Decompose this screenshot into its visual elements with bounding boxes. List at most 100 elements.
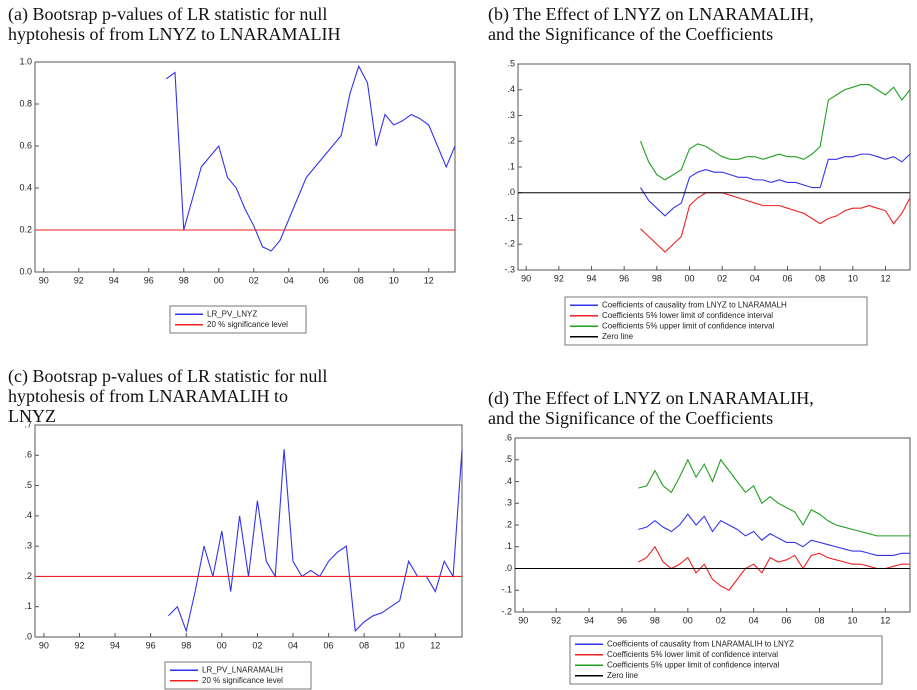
series-line	[165, 64, 456, 252]
legend-label: Zero line	[607, 671, 639, 680]
y-tick-label: 0.4	[19, 182, 32, 192]
legend-label: LR_PV_LNYZ	[207, 309, 257, 318]
title-line: LNYZ	[8, 406, 56, 426]
x-tick-label: 98	[650, 615, 660, 625]
y-tick-label: .3	[504, 498, 512, 508]
x-tick-label: 98	[179, 275, 189, 285]
x-tick-label: 08	[354, 275, 364, 285]
legend-box	[569, 635, 883, 685]
x-tick-label: 96	[146, 640, 156, 650]
x-tick-label: 92	[551, 615, 561, 625]
legend: LR_PV_LNARAMALIH 20 % significance level	[164, 661, 312, 690]
title-line: hyptohesis of from LNYZ to LNARAMALIH	[8, 24, 341, 44]
legend-label: 20 % significance level	[202, 676, 283, 685]
chart-title: (c) Bootsrap p-values of LR statistic fo…	[8, 366, 327, 426]
x-tick-label: 96	[617, 615, 627, 625]
legend-box	[564, 296, 868, 346]
x-tick-label: 92	[554, 273, 564, 283]
x-tick-label: 90	[518, 615, 528, 625]
legend: Coefficients of causality from LNYZ to L…	[564, 296, 868, 346]
x-tick-label: 98	[181, 640, 191, 650]
x-tick-label: 92	[74, 275, 84, 285]
x-tick-label: 04	[749, 615, 759, 625]
plot-frame	[517, 63, 911, 271]
x-tick-label: 94	[109, 275, 119, 285]
x-tick-label: 10	[395, 640, 405, 650]
x-tick-label: 02	[252, 640, 262, 650]
x-tick-label: 90	[39, 640, 49, 650]
x-tick-label: 04	[284, 275, 294, 285]
y-tick-label: .1	[504, 541, 512, 551]
y-tick-label: .3	[24, 541, 32, 551]
legend-label: Coefficients of causality from LNARAMALI…	[607, 639, 794, 648]
x-tick-label: 12	[880, 615, 890, 625]
y-tick-label: .1	[24, 601, 32, 611]
title-line: (c) Bootsrap p-values of LR statistic fo…	[8, 366, 328, 386]
legend-label: Coefficients 5% lower limit of confidenc…	[607, 650, 778, 659]
y-tick-label: 0.6	[19, 140, 32, 150]
y-tick-label: .6	[504, 432, 512, 442]
chart-title: (a) Bootsrap p-values of LR statistic fo…	[8, 4, 340, 44]
x-tick-label: 10	[848, 273, 858, 283]
x-tick-label: 90	[39, 275, 49, 285]
legend-label: Zero line	[602, 332, 634, 341]
x-tick-label: 12	[424, 275, 434, 285]
x-tick-label: 08	[814, 615, 824, 625]
y-tick-label: .1	[507, 161, 515, 171]
y-tick-label: .2	[24, 571, 32, 581]
y-tick-label: -.2	[501, 606, 512, 616]
y-tick-label: .2	[507, 136, 515, 146]
plot-frame	[34, 424, 463, 638]
legend-label: Coefficients 5% lower limit of confidenc…	[602, 311, 773, 320]
x-tick-label: 12	[430, 640, 440, 650]
series-line	[640, 192, 911, 253]
y-tick-label: .0	[504, 563, 512, 573]
y-tick-label: .3	[507, 110, 515, 120]
y-tick-label: .2	[504, 519, 512, 529]
y-tick-label: .4	[507, 84, 515, 94]
y-tick-label: .4	[24, 510, 32, 520]
x-tick-label: 94	[110, 640, 120, 650]
legend: LR_PV_LNYZ 20 % significance level	[169, 305, 307, 334]
legend-label: Coefficients of causality from LNYZ to L…	[602, 300, 787, 309]
title-line: and the Significance of the Coefficients	[488, 408, 774, 428]
title-line: (a) Bootsrap p-values of LR statistic fo…	[8, 4, 328, 24]
x-tick-label: 06	[782, 615, 792, 625]
y-tick-label: -.2	[504, 239, 515, 249]
x-tick-label: 00	[684, 273, 694, 283]
y-tick-label: 1.0	[19, 56, 32, 66]
x-tick-label: 90	[521, 273, 531, 283]
x-tick-label: 04	[288, 640, 298, 650]
y-tick-label: .5	[504, 454, 512, 464]
x-tick-label: 96	[144, 275, 154, 285]
title-line: (d) The Effect of LNYZ on LNARAMALIH,	[488, 388, 814, 408]
series-line	[638, 545, 910, 591]
title-line: hyptohesis of from LNARAMALIH to	[8, 386, 288, 406]
y-tick-label: 0.2	[19, 224, 32, 234]
series-line	[168, 449, 463, 633]
x-tick-label: 12	[880, 273, 890, 283]
y-tick-label: 0.8	[19, 98, 32, 108]
y-tick-label: .6	[24, 450, 32, 460]
x-tick-label: 98	[652, 273, 662, 283]
x-tick-label: 08	[359, 640, 369, 650]
y-tick-label: -.1	[501, 585, 512, 595]
x-tick-label: 96	[619, 273, 629, 283]
series-line	[638, 513, 910, 556]
x-tick-label: 10	[389, 275, 399, 285]
legend-box	[169, 305, 307, 334]
x-tick-label: 06	[782, 273, 792, 283]
x-tick-label: 00	[217, 640, 227, 650]
y-tick-label: .0	[24, 631, 32, 641]
legend-label: LR_PV_LNARAMALIH	[202, 665, 283, 674]
series-line	[640, 153, 911, 217]
y-tick-label: -.1	[504, 213, 515, 223]
x-tick-label: 02	[249, 275, 259, 285]
x-tick-label: 04	[750, 273, 760, 283]
title-line: (b) The Effect of LNYZ on LNARAMALIH,	[488, 4, 814, 24]
x-tick-label: 06	[324, 640, 334, 650]
chart-title: (b) The Effect of LNYZ on LNARAMALIH, and…	[488, 4, 814, 44]
x-tick-label: 06	[319, 275, 329, 285]
